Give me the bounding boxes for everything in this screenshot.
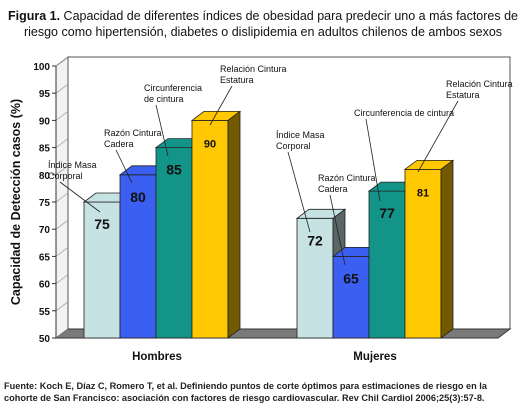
y-gridline-side bbox=[55, 219, 69, 230]
figure-title: Figura 1. Capacidad de diferentes índice… bbox=[4, 8, 522, 40]
callout-label: Corporal bbox=[276, 141, 311, 151]
y-gridline-side bbox=[55, 165, 69, 176]
y-tick-label: 65 bbox=[39, 252, 51, 263]
x-category-label: Hombres bbox=[132, 351, 182, 363]
data-label: 65 bbox=[343, 270, 359, 286]
callout-leader bbox=[365, 118, 381, 202]
bar-side bbox=[227, 110, 241, 339]
figure-label: Figura 1. bbox=[7, 9, 61, 23]
bar-chart: 50 55 60 65 70 75 80 85 90 95 100 Capacidad de Dete… bbox=[9, 56, 513, 363]
callout-label: Índice Masa bbox=[276, 130, 325, 140]
y-tick-label: 50 bbox=[39, 334, 51, 345]
y-tick-label: 100 bbox=[33, 62, 50, 73]
callout-label: Índice Masa bbox=[48, 160, 97, 170]
y-tick-label: 90 bbox=[39, 116, 51, 127]
callout-leader bbox=[209, 85, 233, 126]
callout-leader bbox=[329, 194, 346, 266]
bar-side bbox=[440, 159, 454, 339]
callout-leader bbox=[115, 149, 133, 184]
y-gridline-side bbox=[55, 56, 69, 67]
callout-label: Estatura bbox=[446, 90, 480, 100]
data-label: 90 bbox=[204, 138, 216, 150]
y-gridline-side bbox=[55, 83, 69, 94]
y-gridline-side bbox=[55, 274, 69, 284]
callout-leader bbox=[287, 151, 311, 233]
bar-front bbox=[368, 190, 406, 339]
callout-label: de cintura bbox=[144, 94, 184, 104]
y-gridline-side bbox=[55, 111, 69, 121]
y-tick-label: 95 bbox=[39, 89, 51, 100]
y-gridline-side bbox=[55, 138, 69, 148]
bar-front bbox=[191, 120, 229, 339]
data-label: 77 bbox=[379, 205, 395, 221]
y-tick-label: 80 bbox=[39, 171, 51, 182]
callout-label: Circunferencia bbox=[144, 83, 202, 93]
data-label: 80 bbox=[130, 189, 146, 205]
callout-label: Cadera bbox=[104, 139, 134, 149]
y-tick-label: 60 bbox=[39, 280, 51, 291]
x-category-label: Mujeres bbox=[353, 351, 396, 363]
callout-label: Relación Cintura bbox=[446, 79, 513, 89]
callout-label: Estatura bbox=[220, 75, 254, 85]
y-tick-label: 55 bbox=[39, 307, 51, 318]
bar-front bbox=[296, 217, 334, 339]
callout-leader bbox=[59, 181, 101, 213]
callout-label: Relación Cintura bbox=[220, 64, 287, 74]
y-gridline-side bbox=[55, 192, 69, 203]
callout-leader bbox=[155, 104, 169, 157]
data-label: 85 bbox=[166, 162, 182, 178]
figure-source: Fuente: Koch E, Díaz C, Romero T, et al.… bbox=[4, 381, 487, 403]
bar-front bbox=[83, 201, 121, 339]
callout-label: Razón Cintura bbox=[104, 128, 162, 138]
callout-leader bbox=[417, 100, 459, 173]
y-gridline-side bbox=[55, 301, 69, 312]
data-label: 72 bbox=[307, 232, 323, 248]
data-label: 81 bbox=[417, 187, 429, 199]
y-gridline-side bbox=[55, 247, 69, 257]
data-label: 75 bbox=[94, 216, 110, 232]
callout-label: Circunferencia de cintura bbox=[354, 108, 454, 118]
y-tick-label: 85 bbox=[39, 144, 51, 155]
y-gridline-side bbox=[55, 328, 69, 339]
callout-label: Razón Cintura bbox=[318, 173, 376, 183]
bar-front bbox=[332, 255, 370, 339]
y-tick-label: 70 bbox=[39, 225, 51, 236]
figure-title-text: Capacidad de diferentes índices de obesi… bbox=[23, 9, 519, 39]
callout-label: Cadera bbox=[318, 184, 348, 194]
y-tick-label: 75 bbox=[39, 198, 51, 209]
callout-label: Corporal bbox=[48, 171, 83, 181]
y-axis-label: Capacidad de Detección casos (%) bbox=[9, 99, 23, 305]
bar-front bbox=[155, 147, 193, 339]
